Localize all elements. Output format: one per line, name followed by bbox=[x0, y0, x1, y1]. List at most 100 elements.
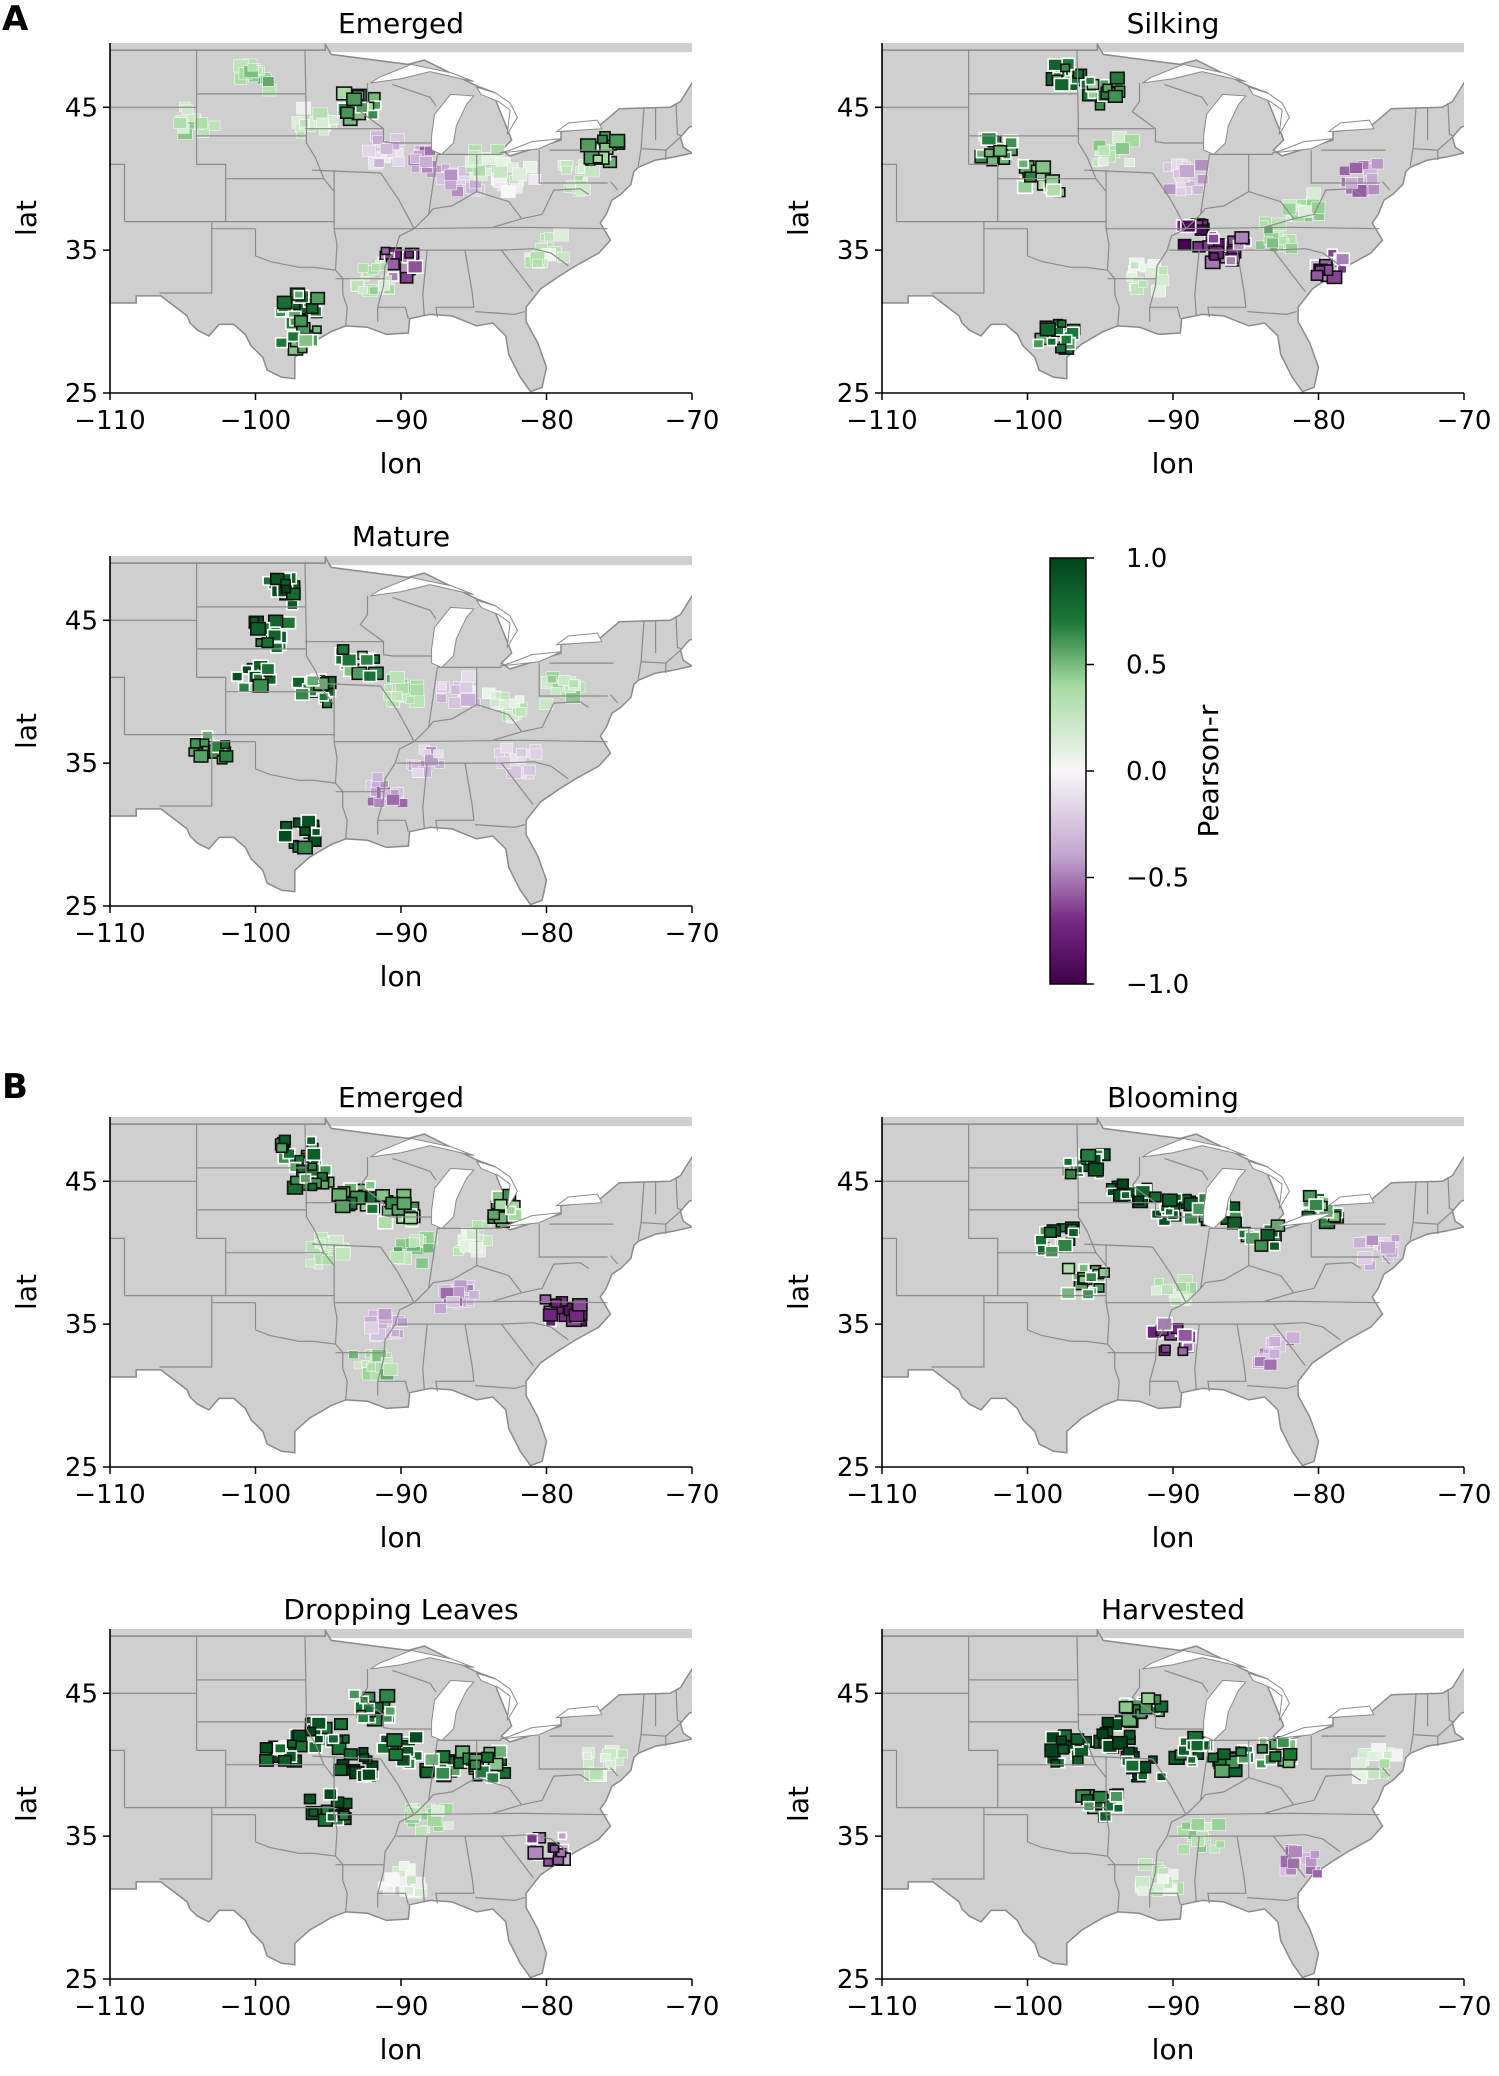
y-tick-label: 25 bbox=[65, 379, 98, 409]
county-cell bbox=[380, 789, 391, 799]
county-cell bbox=[380, 143, 394, 155]
region-cell bbox=[1045, 57, 1092, 92]
county-cell bbox=[348, 1689, 361, 1700]
county-cell bbox=[1367, 1751, 1380, 1762]
x-tick-label: −80 bbox=[519, 1480, 574, 1510]
y-tick-label: 35 bbox=[65, 1310, 98, 1340]
region-cell bbox=[579, 131, 626, 169]
county-cell bbox=[1312, 1869, 1323, 1878]
y-tick-label: 35 bbox=[65, 1822, 98, 1852]
lake bbox=[1247, 1672, 1290, 1721]
state-border bbox=[432, 667, 478, 723]
y-tick-label: 35 bbox=[837, 1822, 870, 1852]
county-cell bbox=[1118, 1700, 1134, 1714]
county-cell bbox=[419, 156, 433, 168]
map-panel-7: Harvested −110 −100 −90 −80 −70 25 35 45 lon lat bbox=[782, 1593, 1491, 2066]
county-cell bbox=[361, 1768, 377, 1782]
state-border bbox=[538, 663, 608, 697]
x-axis-label: lon bbox=[1152, 447, 1195, 480]
state-border bbox=[1248, 191, 1295, 220]
canada-land bbox=[882, 1117, 1464, 1127]
county-cell bbox=[493, 165, 508, 179]
region-cell bbox=[974, 131, 1020, 167]
county-cell bbox=[339, 106, 355, 120]
map-title: Dropping Leaves bbox=[283, 1593, 518, 1626]
county-cell bbox=[1162, 183, 1176, 195]
county-cell bbox=[504, 1205, 517, 1216]
state-border bbox=[538, 1736, 608, 1770]
map-area bbox=[110, 43, 692, 393]
county-cell bbox=[459, 681, 473, 694]
county-cell bbox=[1055, 1735, 1067, 1746]
state-border bbox=[1084, 1243, 1153, 1248]
county-cell bbox=[596, 134, 608, 145]
region-cell bbox=[334, 644, 384, 683]
x-tick-label: −70 bbox=[665, 1992, 720, 2022]
state-border bbox=[396, 1322, 569, 1341]
county-cell bbox=[1164, 1207, 1174, 1217]
county-cell bbox=[305, 302, 319, 315]
colorbar-tick-label: 0.5 bbox=[1126, 651, 1167, 681]
state-border bbox=[1185, 208, 1206, 230]
county-cell bbox=[399, 271, 414, 284]
lake bbox=[370, 576, 474, 597]
county-cell bbox=[1268, 1336, 1281, 1347]
county-cell bbox=[1047, 58, 1063, 72]
county-cell bbox=[1367, 1768, 1380, 1780]
county-cell bbox=[286, 599, 299, 611]
county-cell bbox=[259, 1742, 274, 1754]
state-border bbox=[1168, 1834, 1341, 1853]
county-cell bbox=[322, 1787, 338, 1801]
state-border bbox=[1026, 228, 1108, 271]
county-cell bbox=[296, 1164, 307, 1174]
region-cell bbox=[1016, 158, 1066, 198]
county-cell bbox=[303, 1793, 317, 1805]
state-border bbox=[475, 1897, 525, 1902]
county-cell bbox=[1196, 174, 1209, 185]
region-cell bbox=[286, 1161, 335, 1195]
lake bbox=[1203, 1167, 1247, 1229]
lake bbox=[475, 1160, 518, 1209]
state-border bbox=[675, 1176, 682, 1211]
x-tick-label: −70 bbox=[665, 1480, 720, 1510]
county-cell bbox=[1209, 1844, 1220, 1854]
x-axis-label: lon bbox=[1152, 1521, 1195, 1554]
state-border bbox=[475, 824, 525, 829]
county-cell bbox=[410, 165, 420, 173]
region-cell bbox=[1146, 1316, 1197, 1357]
region-cell bbox=[582, 1745, 628, 1782]
lake bbox=[1271, 1212, 1334, 1228]
county-cell bbox=[1209, 252, 1220, 261]
county-cell bbox=[1383, 1751, 1393, 1759]
map-panel-1: Emerged −110 −100 −90 −80 −70 25 35 45 lon lat bbox=[10, 7, 719, 480]
county-cell bbox=[277, 829, 294, 843]
state-border bbox=[476, 704, 523, 733]
county-cell bbox=[1097, 145, 1110, 156]
region-cell bbox=[1309, 248, 1351, 285]
lake bbox=[1142, 63, 1246, 84]
county-cell bbox=[276, 295, 293, 310]
county-cell bbox=[437, 682, 447, 691]
state-border bbox=[428, 154, 438, 215]
county-cell bbox=[1190, 1818, 1205, 1831]
county-cell bbox=[262, 76, 275, 87]
county-cell bbox=[366, 109, 379, 121]
county-cell bbox=[1078, 1263, 1089, 1273]
county-cell bbox=[193, 749, 209, 763]
county-cell bbox=[372, 135, 384, 145]
county-cell bbox=[1124, 1759, 1140, 1773]
county-cell bbox=[500, 185, 516, 198]
lake bbox=[431, 606, 475, 668]
lake bbox=[370, 63, 474, 84]
county-cell bbox=[1135, 1875, 1150, 1889]
county-cell bbox=[250, 621, 267, 636]
lake bbox=[431, 1167, 475, 1229]
county-cell bbox=[383, 1363, 399, 1376]
state-border bbox=[432, 1740, 478, 1796]
state-border bbox=[675, 102, 682, 137]
county-cell bbox=[1017, 158, 1029, 169]
region-cell bbox=[1092, 131, 1140, 168]
y-tick-label: 25 bbox=[65, 1965, 98, 1995]
county-cell bbox=[286, 1739, 297, 1749]
state-border bbox=[377, 172, 415, 322]
